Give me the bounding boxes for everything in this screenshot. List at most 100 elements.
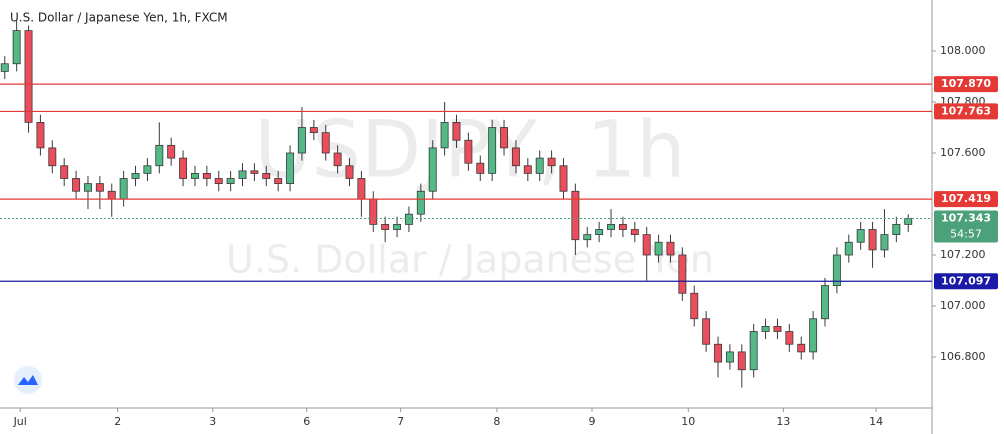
candle-body [725, 351, 734, 363]
candle-body [357, 178, 366, 200]
level-label: 107.419 [941, 192, 991, 205]
candle-body [48, 147, 57, 167]
candle-body [547, 157, 556, 167]
candle-body [904, 218, 913, 225]
candle-body [868, 229, 877, 251]
logo-icon [18, 375, 38, 385]
candle-body [416, 190, 425, 215]
candle-body [12, 30, 21, 65]
candle-body [654, 241, 663, 256]
candle-body [143, 165, 152, 174]
logo-circle [14, 366, 42, 394]
candle-body [737, 351, 746, 371]
candle-body [381, 223, 390, 230]
candle-body [250, 170, 259, 174]
candle-body [607, 223, 615, 230]
x-tick-label: 8 [493, 415, 500, 428]
y-tick-label: 107.200 [940, 248, 986, 261]
x-tick-label: 2 [114, 415, 121, 428]
candle-body [155, 144, 164, 167]
level-label: 107.870 [941, 77, 991, 90]
candle-body [72, 178, 81, 192]
candle-body [179, 157, 188, 179]
candle-body [464, 139, 473, 164]
candle-body [60, 165, 69, 179]
candle-body [119, 178, 128, 200]
candle-body [761, 325, 770, 332]
candle-body [666, 241, 675, 256]
y-tick-label: 107.600 [940, 146, 986, 159]
x-tick-label: 14 [869, 415, 883, 428]
candle-body [238, 170, 247, 179]
candle-body [714, 343, 722, 363]
candle-body [428, 147, 437, 192]
x-tick-label: 10 [681, 415, 695, 428]
candle-body [84, 183, 92, 192]
candle-body [535, 157, 544, 174]
candle-body [369, 198, 378, 225]
candle-body [595, 229, 604, 235]
candle-body [809, 318, 818, 353]
level-label: 107.097 [941, 274, 991, 287]
candle-body [0, 63, 9, 72]
candle-body [167, 144, 176, 159]
candle-body [226, 178, 235, 184]
level-label-box [934, 103, 998, 120]
candle-body [107, 190, 116, 200]
candle-body [202, 172, 211, 179]
candle-body [274, 178, 283, 184]
candle-body [880, 234, 889, 251]
candle-body [785, 331, 794, 345]
candle-body [856, 229, 865, 243]
candle-body [440, 122, 449, 149]
candle-body [404, 213, 413, 225]
y-tick-label: 107.000 [940, 299, 986, 312]
level-label: 107.763 [941, 104, 991, 117]
candle-body [749, 331, 758, 371]
level-label-box [934, 191, 998, 208]
candle-body [630, 229, 639, 235]
candle-body [678, 254, 687, 294]
candle-body [702, 318, 711, 345]
candle-body [214, 178, 223, 184]
candle-body [844, 241, 853, 256]
candle-body [583, 234, 592, 241]
candle-body [500, 127, 509, 149]
candle-body [345, 165, 354, 179]
x-tick-label: 7 [397, 415, 404, 428]
candle-body [618, 223, 627, 230]
watermark-name: U.S. Dollar / Japanese Yen [226, 238, 714, 282]
level-label-box [934, 76, 998, 93]
candle-body [131, 172, 140, 179]
candle-body [95, 183, 104, 192]
watermark: USDJPY, 1h U.S. Dollar / Japanese Yen [226, 105, 714, 281]
candle-body [393, 223, 402, 230]
candle-body [773, 325, 782, 332]
candle-body [642, 234, 651, 256]
candle-body [476, 162, 485, 174]
candle-body [333, 152, 342, 167]
candle-body [262, 172, 271, 179]
candle-body [488, 127, 497, 174]
candle-body [892, 223, 901, 235]
candle-body [452, 122, 461, 141]
last-price-label: 107.343 [941, 212, 991, 225]
candle-body [309, 127, 318, 133]
candle-body [190, 172, 199, 179]
y-tick-label: 108.000 [940, 44, 986, 57]
countdown: 54:57 [950, 228, 982, 241]
y-tick-label: 106.800 [940, 350, 986, 363]
candle-body [321, 132, 330, 154]
candle-body [690, 292, 699, 320]
candle-body [559, 165, 568, 192]
x-tick-label: Jul [13, 415, 27, 428]
candle-body [821, 285, 829, 320]
candle-body [511, 147, 520, 167]
chart-title: U.S. Dollar / Japanese Yen, 1h, FXCM [10, 11, 228, 25]
x-tick-label: 3 [209, 415, 216, 428]
logo [14, 366, 42, 394]
candle-body [24, 30, 33, 123]
candle-body [523, 165, 532, 174]
